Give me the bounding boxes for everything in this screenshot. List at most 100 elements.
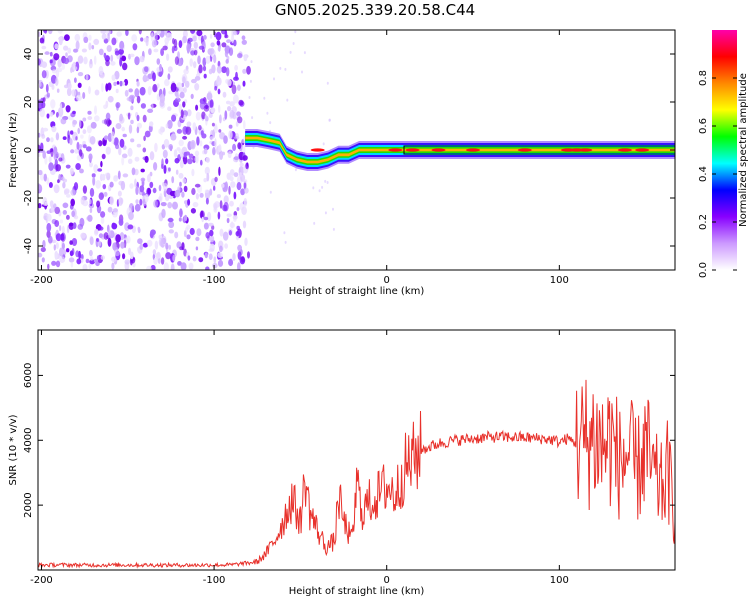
noise-speckle [59,102,63,113]
noise-speckle [73,182,79,191]
noise-speckle [205,232,210,239]
noise-speckle [124,89,129,97]
noise-speckle [70,189,76,196]
noise-speckle [98,226,104,231]
noise-speckle [182,135,188,140]
noise-speckle [192,122,197,131]
noise-speckle [221,183,225,188]
noise-speckle [233,76,239,81]
noise-speckle [286,98,289,102]
noise-speckle [65,105,71,113]
noise-speckle [164,79,170,87]
noise-speckle [179,208,183,218]
noise-speckle [91,45,95,50]
noise-speckle [149,151,155,161]
noise-speckle [80,232,86,239]
noise-speckle [224,30,228,39]
noise-speckle [234,64,239,71]
noise-speckle [229,101,235,107]
noise-speckle [170,133,177,141]
noise-speckle [113,175,118,182]
noise-speckle [134,56,140,66]
noise-speckle [49,111,54,117]
noise-speckle [160,257,165,265]
noise-speckle [60,118,67,125]
noise-speckle [216,65,222,74]
noise-speckle [112,208,118,213]
noise-speckle [213,185,216,191]
noise-speckle [167,202,173,209]
noise-speckle [283,231,286,235]
noise-speckle [142,114,147,123]
noise-speckle [48,162,54,171]
noise-speckle [72,66,78,71]
noise-speckle [152,187,157,194]
noise-speckle [228,230,232,236]
y-tick-label: 40 [23,48,34,61]
noise-speckle [97,240,102,247]
noise-speckle [59,219,64,224]
noise-speckle [96,255,100,260]
noise-speckle [150,229,156,236]
noise-speckle [108,119,112,126]
noise-speckle [162,149,168,159]
noise-speckle [70,149,75,154]
x-tick-label: 0 [384,575,390,586]
noise-speckle [42,127,49,132]
signal-outline [403,145,675,155]
noise-speckle [324,179,327,183]
signal-band-core [245,136,675,164]
noise-speckle [82,92,86,99]
noise-speckle [289,50,292,54]
noise-speckle [137,238,143,245]
noise-speckle [106,45,112,52]
noise-speckle [205,157,210,163]
noise-speckle [72,61,76,67]
noise-speckle [216,40,221,46]
noise-speckle [269,121,272,125]
noise-speckle [226,67,230,77]
noise-speckle [38,203,42,209]
noise-speckle [158,71,163,77]
noise-speckle [95,261,100,267]
noise-speckle [142,242,148,248]
noise-speckle [204,166,210,175]
noise-speckle [51,84,55,90]
noise-speckle [209,136,214,140]
noise-speckle [209,235,215,243]
noise-speckle [68,257,75,263]
noise-speckle [195,236,200,242]
x-tick-label: 100 [550,575,569,586]
noise-speckle [114,250,120,257]
noise-speckle [186,224,191,230]
noise-speckle [90,121,97,129]
noise-speckle [91,173,96,178]
noise-speckle [49,59,53,64]
noise-speckle [322,142,325,146]
noise-speckle [156,30,161,35]
noise-speckle [241,35,246,40]
y-tick-label: 6000 [23,363,34,388]
noise-speckle [136,80,140,87]
noise-speckle [38,169,43,176]
noise-speckle [158,237,165,247]
noise-speckle [126,235,131,244]
noise-speckle [172,254,176,262]
noise-speckle [203,216,209,221]
noise-speckle [89,162,93,168]
noise-speckle [139,185,145,193]
x-tick-label: -200 [30,275,53,286]
noise-speckle [143,135,146,142]
noise-speckle [98,48,104,56]
noise-speckle [157,258,161,264]
noise-speckle [165,194,170,201]
noise-speckle [187,255,191,261]
noise-speckle [224,110,228,120]
noise-speckle [96,200,101,208]
noise-speckle [194,83,200,91]
noise-speckle [88,42,92,51]
noise-speckle [213,256,217,264]
noise-speckle [115,143,120,150]
noise-speckle [303,51,306,55]
noise-speckle [134,156,140,162]
